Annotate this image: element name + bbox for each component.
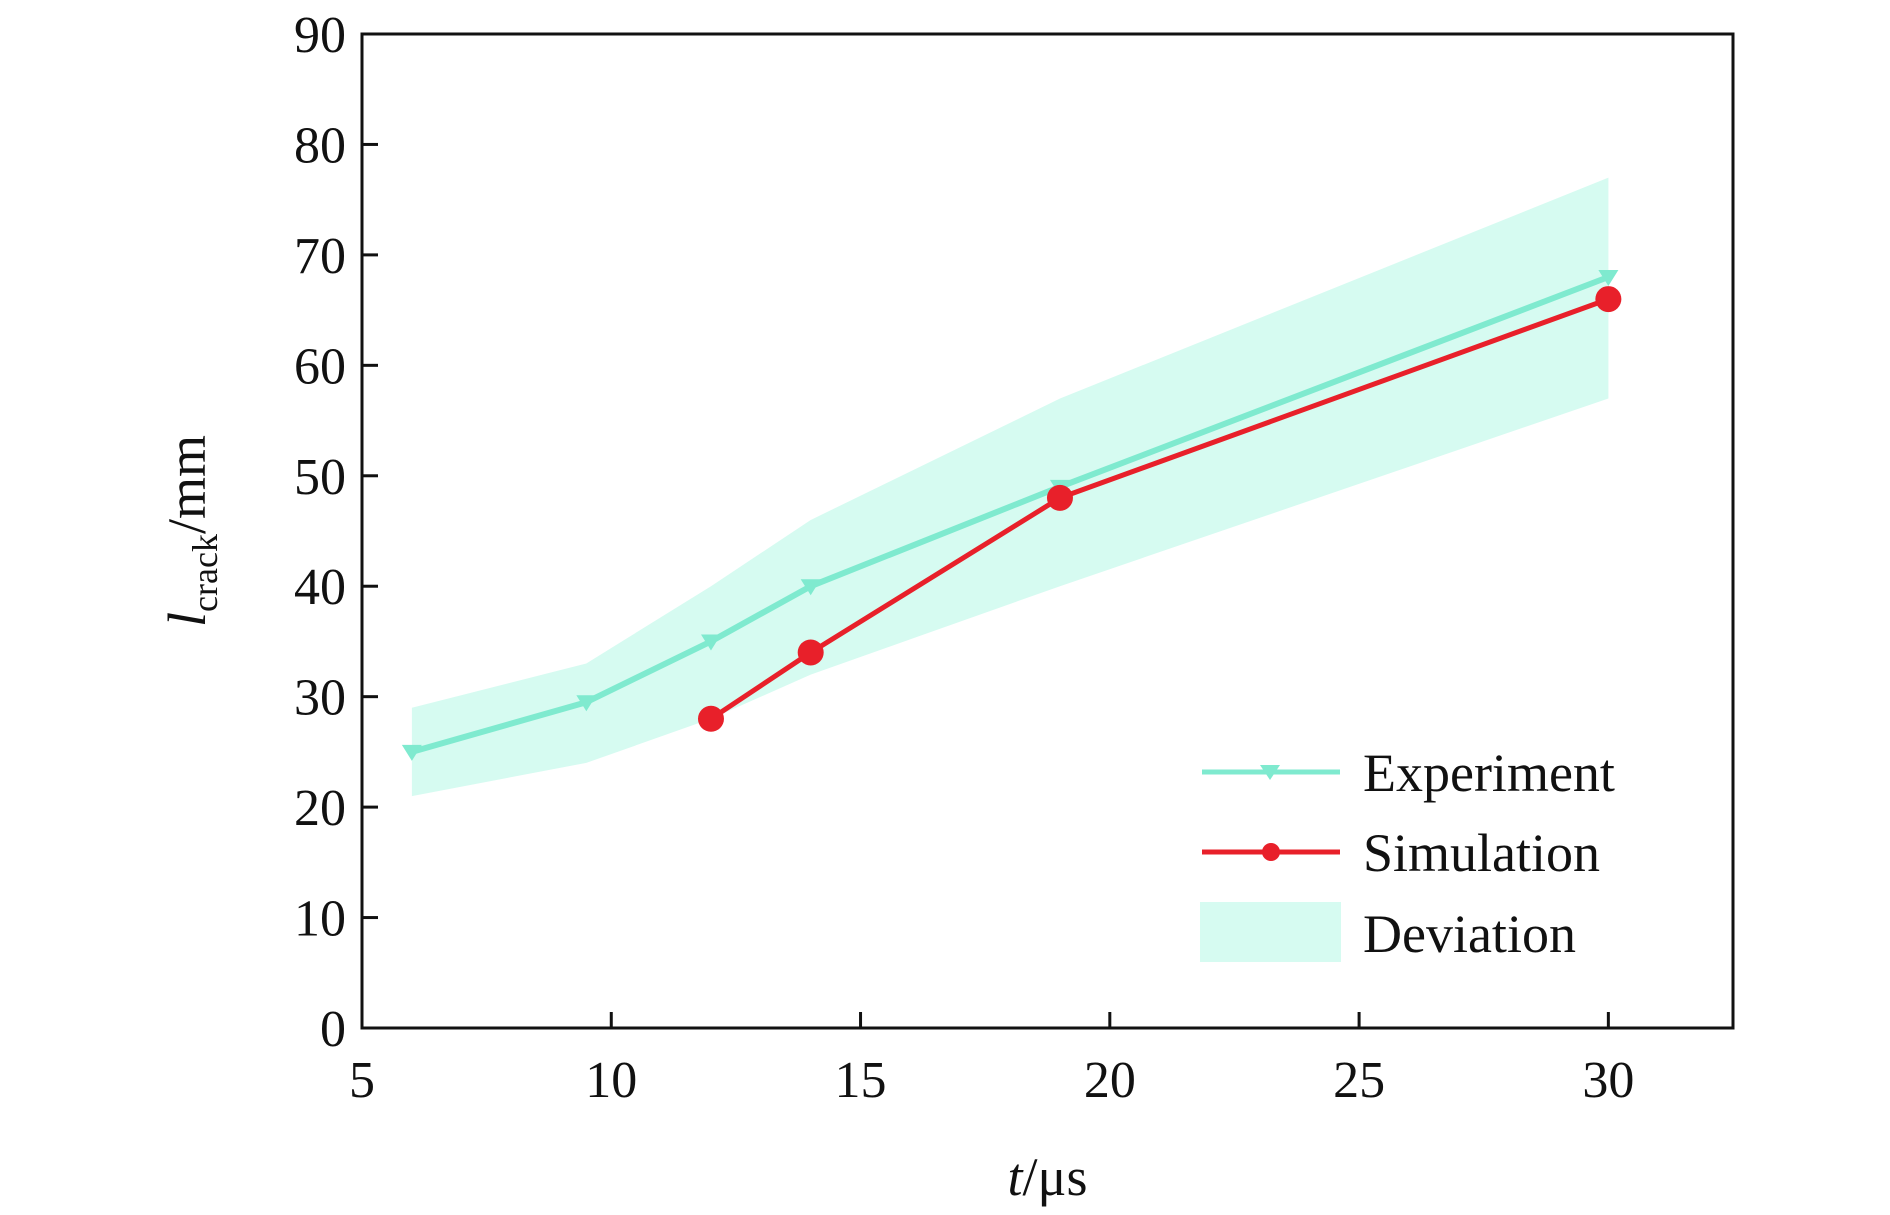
x-tick-label: 5	[349, 1052, 375, 1109]
simulation-point	[798, 639, 824, 665]
y-tick-label: 50	[294, 449, 346, 506]
simulation-point	[698, 706, 724, 732]
y-tick-label: 10	[294, 891, 346, 948]
legend-simulation-marker	[1262, 843, 1280, 861]
x-tick-label: 30	[1582, 1052, 1634, 1109]
legend-experiment-label: Experiment	[1363, 743, 1615, 803]
y-axis-subscript: crack	[185, 534, 225, 612]
y-tick-label: 80	[294, 117, 346, 174]
x-axis-title: t/μs	[1008, 1147, 1088, 1207]
y-tick-label: 70	[294, 228, 346, 285]
legend-deviation-label: Deviation	[1363, 904, 1576, 964]
y-tick-label: 60	[294, 338, 346, 395]
legend-deviation-swatch	[1200, 902, 1341, 962]
x-tick-label: 10	[585, 1052, 637, 1109]
y-tick-label: 40	[294, 559, 346, 616]
y-tick-label: 0	[320, 1001, 346, 1058]
y-axis-variable: l	[157, 612, 217, 627]
y-axis-unit: /mm	[157, 435, 217, 534]
x-axis-unit: /μs	[1023, 1147, 1088, 1207]
legend-simulation-label: Simulation	[1363, 823, 1600, 883]
x-tick-label: 15	[835, 1052, 887, 1109]
simulation-point	[1595, 286, 1621, 312]
y-tick-label: 30	[294, 670, 346, 727]
y-tick-label: 20	[294, 780, 346, 837]
x-tick-label: 25	[1333, 1052, 1385, 1109]
simulation-point	[1047, 485, 1073, 511]
x-tick-label: 20	[1084, 1052, 1136, 1109]
y-tick-label: 90	[294, 7, 346, 64]
